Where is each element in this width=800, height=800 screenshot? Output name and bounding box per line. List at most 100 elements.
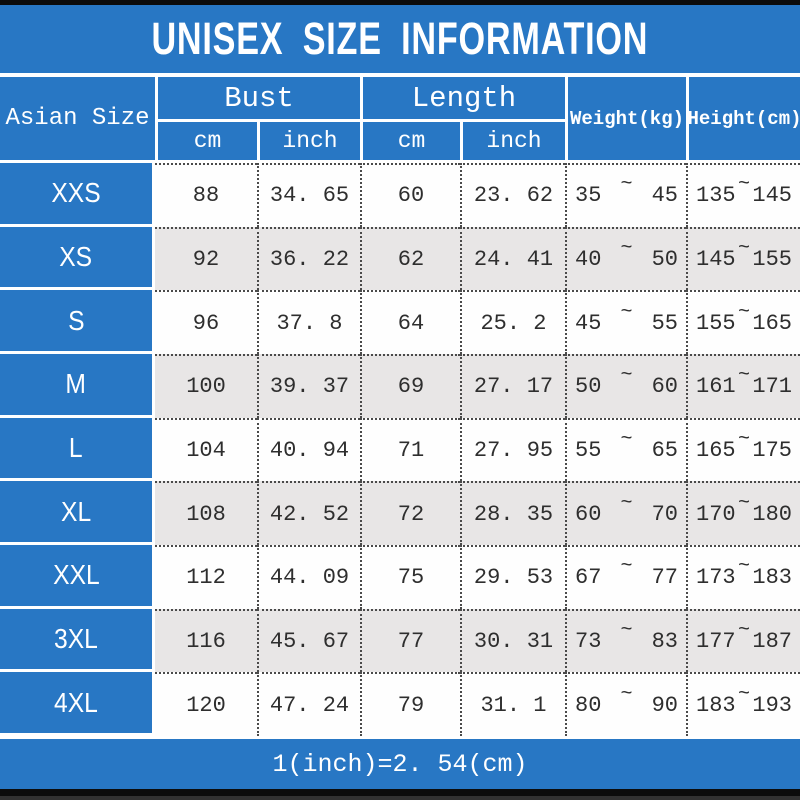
bust-cm-cell: 108 <box>155 481 257 546</box>
size-label-cell: 3XL <box>0 608 155 673</box>
length-cm-cell: 62 <box>360 226 460 291</box>
length-cm-cell: 75 <box>360 545 460 609</box>
tilde-glyph: ~ <box>737 364 750 388</box>
table-row-3xl: 3XL 116 45. 67 77 30. 31 73 ~83 177 ~187 <box>0 608 800 673</box>
length-cm-cell: 64 <box>360 290 460 355</box>
table-row-m: M 100 39. 37 69 27. 17 50 ~60 161 ~171 <box>0 354 800 418</box>
height-range-cell: 173 ~183 <box>686 545 800 609</box>
height-range-cell: 170 ~180 <box>686 481 800 546</box>
weight-range-cell: 50 ~60 <box>565 354 686 418</box>
divider <box>0 73 800 77</box>
bust-cm-cell: 120 <box>155 672 257 737</box>
table-row-l: L 104 40. 94 71 27. 95 55 ~65 165 ~175 <box>0 417 800 482</box>
tilde-glyph: ~ <box>620 491 633 515</box>
bottom-black-bar <box>0 789 800 796</box>
bust-cm-cell: 88 <box>155 163 257 227</box>
bust-inch-cell: 44. 09 <box>257 545 360 609</box>
length-inch-cell: 23. 62 <box>460 163 565 227</box>
weight-range-cell: 73 ~83 <box>565 608 686 673</box>
bust-inch-cell: 45. 67 <box>257 608 360 673</box>
size-label-cell: L <box>0 417 155 482</box>
table-row-xl: XL 108 42. 52 72 28. 35 60 ~70 170 ~180 <box>0 481 800 546</box>
header-bust-inch: inch <box>257 122 360 160</box>
weight-range-cell: 45 ~55 <box>565 290 686 355</box>
length-cm-cell: 71 <box>360 417 460 482</box>
tilde-glyph: ~ <box>737 237 750 260</box>
tilde-glyph: ~ <box>620 300 633 324</box>
length-cm-cell: 69 <box>360 354 460 418</box>
height-range-cell: 183 ~193 <box>686 672 800 737</box>
table-row-xs: XS 92 36. 22 62 24. 41 40 ~50 145 ~155 <box>0 226 800 291</box>
tilde-glyph: ~ <box>737 619 750 643</box>
size-label-cell: XL <box>0 481 155 546</box>
tilde-glyph: ~ <box>620 682 633 706</box>
tilde-glyph: ~ <box>620 555 633 579</box>
page-title: UNISEX SIZE INFORMATION <box>151 13 649 64</box>
tilde-glyph: ~ <box>737 491 750 515</box>
header-length: Length <box>360 77 565 122</box>
bust-cm-cell: 96 <box>155 290 257 355</box>
length-cm-cell: 77 <box>360 608 460 673</box>
tilde-glyph: ~ <box>620 237 633 260</box>
header-length-cm: cm <box>360 122 460 160</box>
bust-cm-cell: 104 <box>155 417 257 482</box>
divider <box>0 160 800 163</box>
height-range-cell: 135 ~145 <box>686 163 800 227</box>
height-range-cell: 177 ~187 <box>686 608 800 673</box>
length-cm-cell: 72 <box>360 481 460 546</box>
length-inch-cell: 29. 53 <box>460 545 565 609</box>
weight-range-cell: 40 ~50 <box>565 226 686 291</box>
top-black-bar <box>0 0 800 5</box>
length-cm-cell: 79 <box>360 672 460 737</box>
bust-inch-cell: 37. 8 <box>257 290 360 355</box>
header-bust: Bust <box>155 77 360 122</box>
tilde-glyph: ~ <box>737 300 750 324</box>
length-inch-cell: 31. 1 <box>460 672 565 737</box>
tilde-glyph: ~ <box>620 619 633 643</box>
weight-range-cell: 55 ~65 <box>565 417 686 482</box>
bust-inch-cell: 36. 22 <box>257 226 360 291</box>
length-inch-cell: 27. 95 <box>460 417 565 482</box>
size-label-cell: XS <box>0 226 155 291</box>
bust-cm-cell: 116 <box>155 608 257 673</box>
header-length-inch: inch <box>460 122 565 160</box>
footer-band: 1(inch)=2. 54(cm) <box>0 739 800 789</box>
tilde-glyph: ~ <box>737 682 750 706</box>
height-range-cell: 145 ~155 <box>686 226 800 291</box>
height-range-cell: 155 ~165 <box>686 290 800 355</box>
header-weight: Weight(kg) <box>565 77 686 160</box>
length-inch-cell: 27. 17 <box>460 354 565 418</box>
bottom-edge-strip <box>0 796 800 800</box>
tilde-glyph: ~ <box>737 173 750 197</box>
conversion-note: 1(inch)=2. 54(cm) <box>272 749 528 779</box>
bust-cm-cell: 112 <box>155 545 257 609</box>
bust-inch-cell: 47. 24 <box>257 672 360 737</box>
length-cm-cell: 60 <box>360 163 460 227</box>
bust-cm-cell: 100 <box>155 354 257 418</box>
height-range-cell: 161 ~171 <box>686 354 800 418</box>
tilde-glyph: ~ <box>620 173 633 197</box>
size-label-cell: XXS <box>0 163 155 227</box>
header-bust-cm: cm <box>155 122 257 160</box>
tilde-glyph: ~ <box>620 428 633 452</box>
bust-inch-cell: 39. 37 <box>257 354 360 418</box>
size-label-cell: S <box>0 290 155 355</box>
table-header: Asian Size Bust Length cm inch cm inch W… <box>0 77 800 160</box>
bust-inch-cell: 42. 52 <box>257 481 360 546</box>
length-inch-cell: 30. 31 <box>460 608 565 673</box>
height-range-cell: 165 ~175 <box>686 417 800 482</box>
table-row-s: S 96 37. 8 64 25. 2 45 ~55 155 ~165 <box>0 290 800 355</box>
tilde-glyph: ~ <box>737 428 750 452</box>
divider <box>0 736 800 739</box>
weight-range-cell: 80 ~90 <box>565 672 686 737</box>
length-inch-cell: 24. 41 <box>460 226 565 291</box>
size-label-cell: M <box>0 354 155 418</box>
table-row-xxs: XXS 88 34. 65 60 23. 62 35 ~45 135 ~145 <box>0 163 800 227</box>
header-height: Height(cm) <box>686 77 800 160</box>
bust-inch-cell: 40. 94 <box>257 417 360 482</box>
table-row-xxl: XXL 112 44. 09 75 29. 53 67 ~77 173 ~183 <box>0 545 800 609</box>
length-inch-cell: 25. 2 <box>460 290 565 355</box>
header-asian-size: Asian Size <box>0 77 155 160</box>
size-label-cell: XXL <box>0 545 155 609</box>
